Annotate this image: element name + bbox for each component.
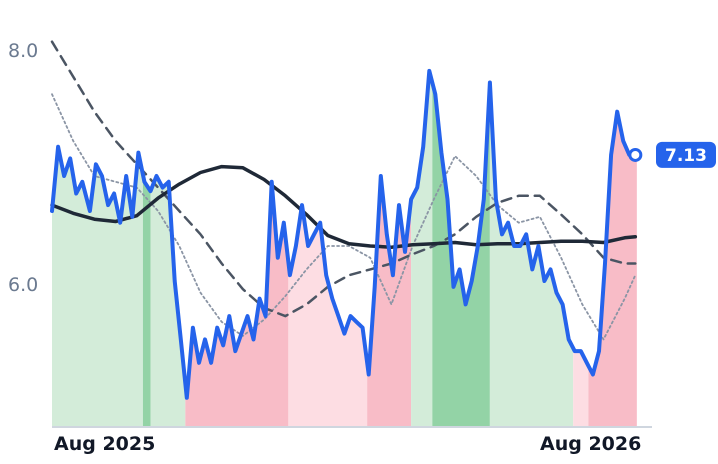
last-value-dot (628, 147, 643, 162)
bullish-region (150, 175, 186, 427)
bullish-region (142, 174, 151, 427)
dashed-moving-average-line (50, 40, 637, 318)
bullish-region (411, 70, 433, 427)
price-line (50, 68, 638, 400)
x-tick-label: Aug 2025 (54, 433, 155, 455)
last-value-badge (656, 141, 716, 168)
series-lines (50, 40, 643, 400)
x-tick-label: Aug 2026 (540, 433, 641, 455)
bearish-region (185, 181, 289, 427)
y-tick-label: 6.0 (8, 274, 38, 296)
signal-regions (52, 70, 637, 427)
last-value-label: 7.13 (665, 146, 707, 166)
bearish-region (573, 348, 589, 427)
bearish-region (288, 205, 368, 427)
long-moving-average-line (50, 164, 638, 249)
last-value-marker: 7.13 (656, 141, 716, 168)
bullish-region (52, 146, 143, 427)
bullish-region (489, 82, 574, 427)
y-tick-label: 8.0 (8, 40, 38, 62)
bullish-region (432, 82, 490, 427)
